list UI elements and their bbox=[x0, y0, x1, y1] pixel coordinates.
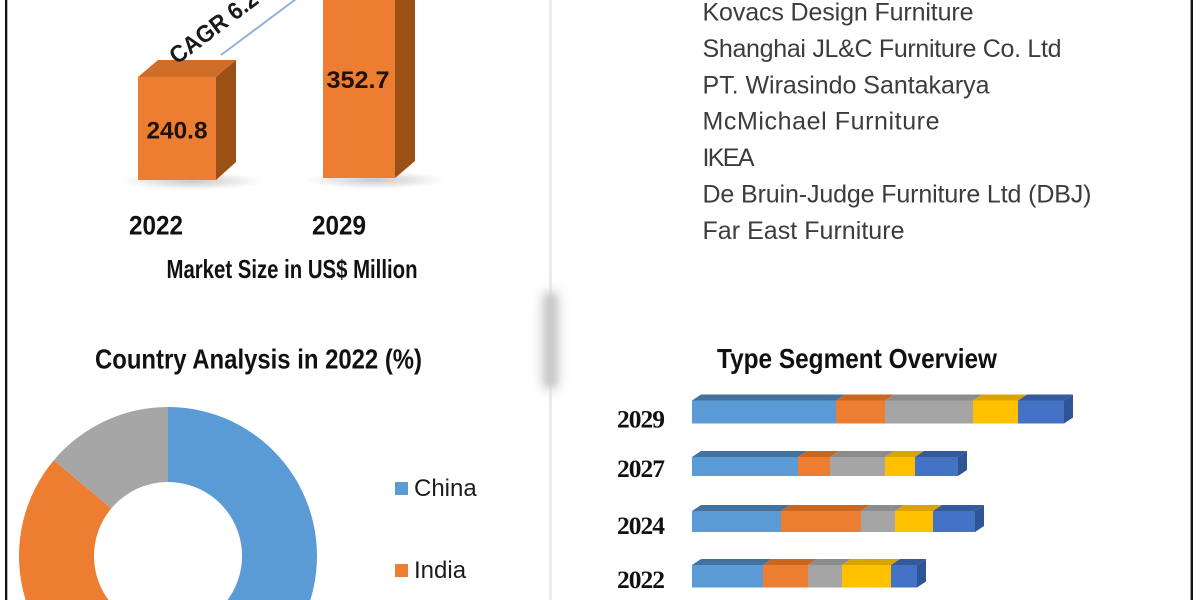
svg-text:2022: 2022 bbox=[617, 565, 665, 594]
svg-text:Shanghai JL&C Furniture Co. Lt: Shanghai JL&C Furniture Co. Ltd bbox=[703, 35, 1062, 63]
svg-text:2029: 2029 bbox=[617, 405, 665, 434]
svg-text:Country Analysis in 2022 (%): Country Analysis in 2022 (%) bbox=[95, 344, 422, 375]
svg-text:De Bruin-Judge Furniture Ltd (: De Bruin-Judge Furniture Ltd (DBJ) bbox=[703, 181, 1092, 209]
svg-text:Market Size in US$ Million: Market Size in US$ Million bbox=[167, 254, 418, 284]
svg-text:IKEA: IKEA bbox=[703, 144, 755, 172]
svg-text:CAGR 6.2%: CAGR 6.2% bbox=[164, 0, 279, 70]
svg-text:Type Segment Overview: Type Segment Overview bbox=[717, 343, 997, 374]
svg-text:India: India bbox=[414, 557, 467, 584]
svg-text:352.7: 352.7 bbox=[327, 67, 390, 94]
svg-text:McMichael Furniture: McMichael Furniture bbox=[703, 108, 940, 136]
svg-text:240.8: 240.8 bbox=[147, 118, 208, 145]
svg-text:2024: 2024 bbox=[617, 511, 665, 540]
svg-text:PT. Wirasindo Santakarya: PT. Wirasindo Santakarya bbox=[703, 71, 990, 99]
svg-text:2027: 2027 bbox=[617, 454, 665, 483]
svg-text:Kovacs Design Furniture: Kovacs Design Furniture bbox=[703, 0, 974, 27]
svg-text:2022: 2022 bbox=[129, 211, 183, 241]
svg-text:Far East Furniture: Far East Furniture bbox=[703, 217, 905, 245]
svg-text:2029: 2029 bbox=[312, 211, 366, 241]
svg-text:China: China bbox=[414, 475, 477, 502]
